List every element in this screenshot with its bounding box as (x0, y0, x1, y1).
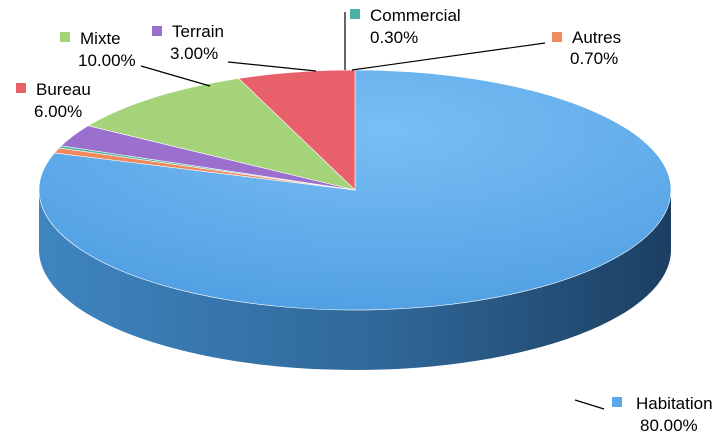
pie-side (39, 190, 671, 370)
slice-name-terrain: Terrain (172, 22, 224, 41)
leader-lines (140, 12, 605, 410)
slice-name-mixte: Mixte (80, 29, 121, 48)
pie-top (38, 69, 672, 311)
slice-name-bureau: Bureau (36, 80, 91, 99)
slice-name-autres: Autres (572, 28, 621, 47)
slice-name-habitation: Habitation (636, 394, 713, 413)
pie-side-wall (39, 190, 671, 370)
legend-marker-commercial (350, 9, 360, 19)
slice-value-autres: 0.70% (570, 49, 618, 68)
slice-value-commercial: 0.30% (370, 28, 418, 47)
leader-line-terrain (227, 61, 317, 72)
leader-line-mixte (140, 65, 211, 87)
legend-marker-bureau (16, 83, 26, 93)
slice-value-mixte: 10.00% (78, 51, 136, 70)
pie-slice-mixte (87, 78, 357, 191)
slice-value-habitation: 80.00% (640, 416, 698, 435)
leader-line-autres (351, 42, 546, 71)
leader-line-habitation (574, 399, 605, 410)
legend-marker-terrain (152, 26, 162, 36)
legend-marker-habitation (612, 397, 622, 407)
slice-value-bureau: 6.00% (34, 102, 82, 121)
data-labels: Habitation 80.00% Autres 0.70% Commercial 0.3… (16, 6, 713, 435)
slice-name-commercial: Commercial (370, 6, 461, 25)
legend-marker-mixte (60, 32, 70, 42)
legend-marker-autres (552, 32, 562, 42)
slice-value-terrain: 3.00% (170, 44, 218, 63)
